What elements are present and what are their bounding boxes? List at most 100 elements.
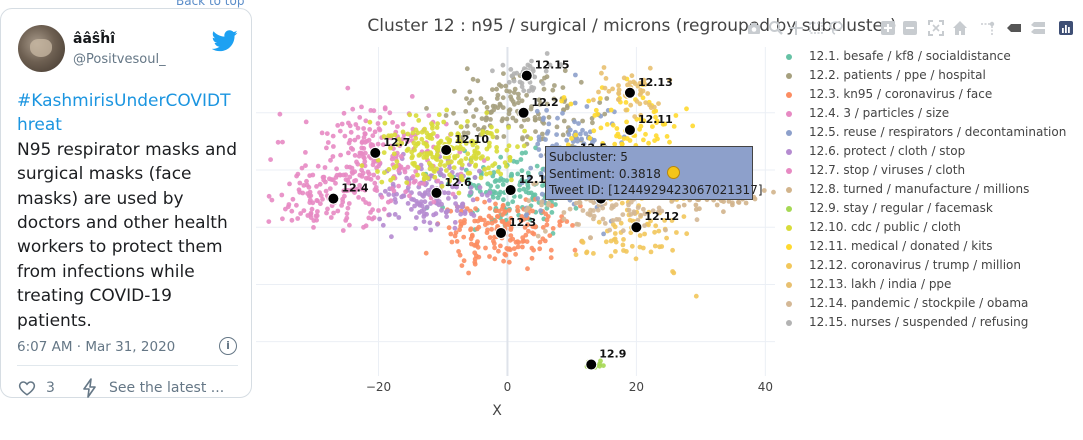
- scatter-point-12.3[interactable]: [550, 226, 556, 231]
- scatter-point-12.6[interactable]: [462, 211, 468, 217]
- scatter-point-12.3[interactable]: [493, 218, 498, 224]
- scatter-point-12.10[interactable]: [494, 145, 499, 150]
- scatter-point-12.2[interactable]: [454, 120, 459, 126]
- scatter-point-12.3[interactable]: [544, 217, 550, 223]
- scatter-point-12.2[interactable]: [519, 124, 524, 129]
- scatter-point-12.5[interactable]: [601, 231, 606, 237]
- scatter-point-12.4[interactable]: [308, 215, 314, 221]
- scatter-point-12.5[interactable]: [579, 136, 584, 142]
- scatter-point-12.12[interactable]: [619, 200, 625, 206]
- scatter-point-12.4[interactable]: [344, 215, 350, 221]
- scatter-point-12.12[interactable]: [613, 249, 618, 254]
- scatter-point-12.10[interactable]: [503, 163, 509, 169]
- scatter-point-12.11[interactable]: [610, 122, 616, 128]
- scatter-point-12.1[interactable]: [509, 171, 514, 177]
- scatter-point-12.3[interactable]: [511, 246, 517, 252]
- scatter-point-12.2[interactable]: [504, 116, 510, 122]
- scatter-point-12.7[interactable]: [396, 168, 402, 174]
- scatter-point-12.3[interactable]: [503, 252, 509, 258]
- scatter-point-12.7[interactable]: [343, 172, 349, 178]
- scatter-point-12.13[interactable]: [616, 97, 621, 102]
- scatter-point-12.3[interactable]: [468, 226, 474, 232]
- scatter-point-12.14[interactable]: [656, 209, 661, 215]
- scatter-point-12.13[interactable]: [640, 88, 646, 94]
- scatter-point-12.6[interactable]: [414, 215, 419, 220]
- scatter-point-12.4[interactable]: [314, 213, 320, 219]
- scatter-point-12.14[interactable]: [642, 223, 647, 229]
- scatter-point-12.4[interactable]: [295, 171, 301, 177]
- scatter-point-12.12[interactable]: [648, 218, 653, 224]
- scatter-point-12.14[interactable]: [531, 181, 537, 187]
- scatter-point-12.12[interactable]: [618, 220, 624, 226]
- centroid-marker-12.13[interactable]: [623, 86, 636, 99]
- scatter-point-12.3[interactable]: [487, 205, 493, 211]
- scatter-point-12.3[interactable]: [469, 233, 475, 239]
- scatter-point-12.10[interactable]: [487, 140, 492, 146]
- scatter-point-12.4[interactable]: [339, 203, 344, 208]
- scatter-point-12.10[interactable]: [436, 112, 442, 118]
- scatter-point-12.4[interactable]: [388, 198, 394, 204]
- scatter-point-12.15[interactable]: [514, 70, 520, 76]
- scatter-point-12.4[interactable]: [305, 191, 310, 197]
- scatter-point-12.6[interactable]: [421, 207, 427, 213]
- scatter-point-12.13[interactable]: [651, 104, 657, 110]
- scatter-point-12.7[interactable]: [363, 175, 369, 181]
- scatter-point-12.3[interactable]: [524, 239, 530, 245]
- scatter-point-12.6[interactable]: [428, 173, 434, 179]
- scatter-point-12.10[interactable]: [441, 119, 447, 125]
- scatter-point-12.13[interactable]: [602, 85, 608, 91]
- scatter-point-12.7[interactable]: [405, 139, 410, 145]
- scatter-point-12.11[interactable]: [643, 131, 648, 137]
- scatter-point-12.4[interactable]: [314, 217, 319, 223]
- scatter-point-12.2[interactable]: [467, 89, 473, 95]
- scatter-point-12.10[interactable]: [405, 131, 411, 137]
- scatter-point-12.7[interactable]: [359, 167, 364, 173]
- scatter-point-12.3[interactable]: [520, 235, 526, 241]
- scatter-point-12.6[interactable]: [413, 226, 418, 231]
- scatter-point-12.2[interactable]: [484, 115, 489, 121]
- scatter-point-12.8[interactable]: [681, 202, 687, 208]
- scatter-point-12.10[interactable]: [445, 136, 450, 141]
- scatter-point-12.12[interactable]: [659, 244, 665, 249]
- lightning-share-icon[interactable]: [82, 378, 98, 398]
- scatter-point-12.4[interactable]: [366, 201, 372, 207]
- scatter-point-12.6[interactable]: [446, 196, 451, 201]
- scatter-point-12.12[interactable]: [603, 239, 609, 245]
- scatter-point-12.12[interactable]: [633, 256, 639, 262]
- scatter-point-12.14[interactable]: [523, 207, 529, 213]
- scatter-point-12.5[interactable]: [560, 110, 565, 116]
- scatter-point-12.8[interactable]: [736, 200, 742, 205]
- scatter-point-12.10[interactable]: [379, 179, 385, 185]
- scatter-point-12.7[interactable]: [343, 177, 349, 183]
- scatter-point-12.5[interactable]: [519, 180, 525, 186]
- scatter-point-12.3[interactable]: [493, 201, 498, 207]
- scatter-point-12.1[interactable]: [553, 202, 558, 207]
- scatter-point-12.7[interactable]: [334, 166, 339, 172]
- scatter-point-12.3[interactable]: [461, 234, 467, 240]
- scatter-point-12.7[interactable]: [361, 146, 367, 151]
- scatter-point-12.10[interactable]: [404, 180, 410, 186]
- scatter-point-12.7[interactable]: [377, 115, 383, 120]
- scatter-point-12.2[interactable]: [520, 135, 525, 141]
- scatter-point-12.3[interactable]: [513, 251, 518, 257]
- scatter-point-12.14[interactable]: [588, 235, 593, 241]
- scatter-point-12.2[interactable]: [516, 95, 521, 101]
- scatter-point-12.10[interactable]: [399, 140, 405, 146]
- scatter-point-12.7[interactable]: [379, 194, 385, 200]
- scatter-point-12.2[interactable]: [443, 113, 449, 118]
- scatter-point-12.15[interactable]: [547, 62, 553, 68]
- scatter-point-12.10[interactable]: [433, 145, 439, 151]
- scatter-point-12.10[interactable]: [489, 131, 494, 137]
- scatter-point-12.7[interactable]: [355, 125, 361, 131]
- scatter-point-12.7[interactable]: [304, 178, 309, 184]
- scatter-point-12.2[interactable]: [464, 96, 469, 101]
- scatter-point-12.2[interactable]: [561, 118, 567, 124]
- scatter-point-12.2[interactable]: [460, 134, 466, 140]
- scatter-point-12.14[interactable]: [628, 212, 634, 217]
- scatter-point-12.3[interactable]: [506, 259, 512, 265]
- scatter-point-12.10[interactable]: [395, 142, 401, 148]
- scatter-point-12.10[interactable]: [478, 175, 484, 181]
- scatter-point-12.10[interactable]: [422, 126, 427, 132]
- scatter-point-12.4[interactable]: [295, 216, 301, 221]
- scatter-point-12.6[interactable]: [387, 212, 392, 218]
